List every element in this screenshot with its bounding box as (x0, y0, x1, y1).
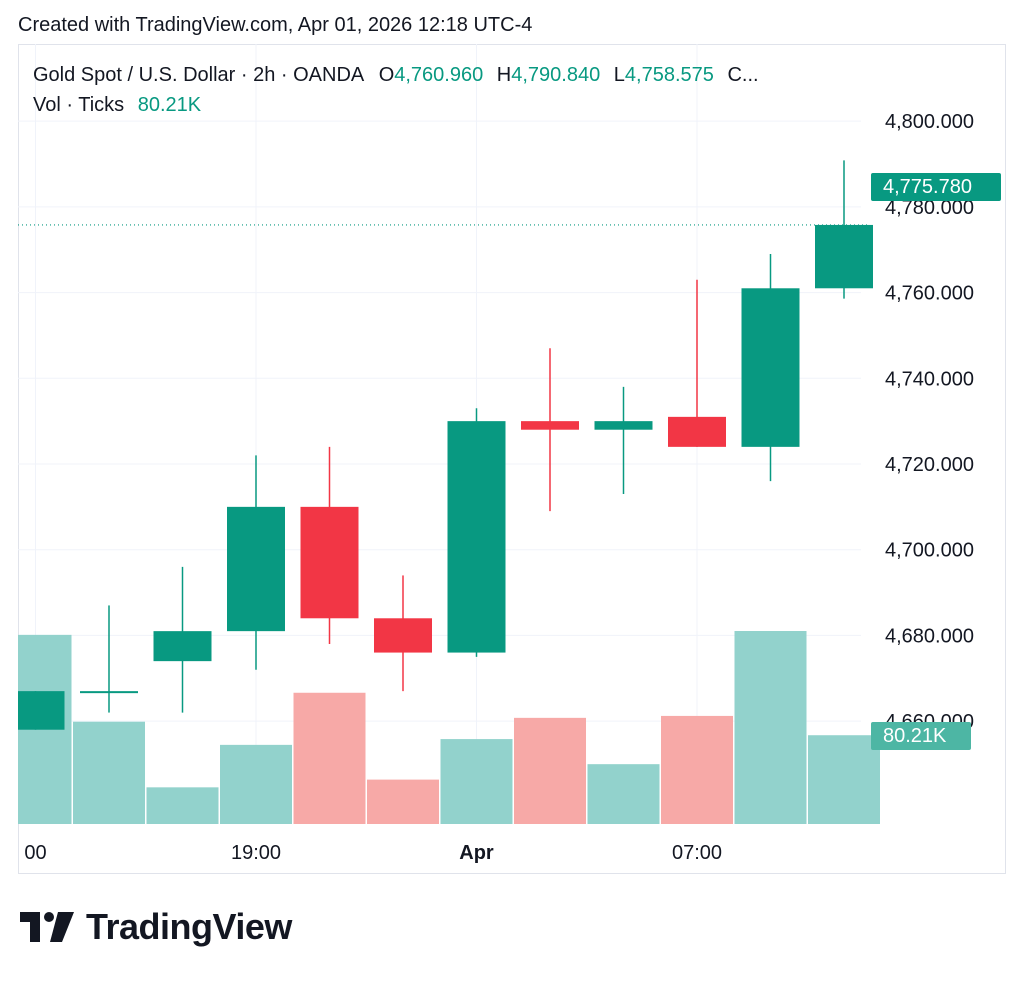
candle-body (18, 691, 65, 730)
volume-bar (220, 744, 292, 824)
created-with-text: Created with TradingView.com, Apr 01, 20… (18, 14, 533, 36)
volume-value: 80.21K (137, 94, 202, 116)
legend-symbol: Gold Spot / U.S. Dollar · 2h · OANDA (33, 64, 364, 86)
last-price-tag: 4,775.780 (871, 173, 1001, 201)
candle-body (300, 506, 359, 619)
candle-body (521, 421, 579, 430)
legend-open-value: 4,760.960 (394, 64, 484, 86)
tradingview-logo: TradingView (20, 906, 292, 948)
x-tick-label: 07:00 (672, 842, 722, 864)
candle-body (668, 416, 726, 447)
volume-bar (293, 692, 366, 824)
candlestick-chart[interactable]: 4,660.0004,680.0004,700.0004,720.0004,74… (18, 44, 1006, 874)
candle-body (815, 224, 873, 289)
y-tick-label: 4,740.000 (885, 368, 974, 390)
volume-bar (734, 631, 807, 824)
candle-body (153, 631, 212, 662)
candle-body (80, 691, 138, 694)
legend-high-value: 4,790.840 (511, 64, 601, 86)
last-volume-tag: 80.21K (871, 722, 971, 750)
candle-body (374, 618, 432, 653)
volume-bar (514, 717, 586, 824)
volume-legend: Vol · Ticks 80.21K (33, 94, 201, 117)
candle-body (447, 421, 506, 653)
x-tick-label: 19:00 (231, 842, 281, 864)
y-tick-label: 4,720.000 (885, 454, 974, 476)
candle-body (741, 288, 800, 447)
y-tick-label: 4,780.000 (885, 197, 974, 219)
y-tick-label: 4,700.000 (885, 540, 974, 562)
candle-body (227, 506, 285, 632)
volume-bar (73, 721, 145, 824)
legend-high-label: H (496, 64, 512, 86)
chart-legend: Gold Spot / U.S. Dollar · 2h · OANDA O4,… (33, 64, 759, 87)
legend-open-label: O (378, 64, 395, 86)
y-tick-label: 4,760.000 (885, 283, 974, 305)
volume-bar (440, 739, 513, 824)
volume-label: Vol · Ticks (33, 94, 125, 116)
tradingview-logo-icon (20, 912, 74, 942)
x-tick-label: 00 (24, 842, 46, 864)
legend-close-label: C... (727, 64, 759, 86)
volume-bar (661, 715, 733, 824)
volume-bar (146, 787, 219, 824)
tradingview-logo-text: TradingView (86, 906, 292, 947)
y-tick-label: 4,680.000 (885, 625, 974, 647)
volume-bar (367, 779, 439, 824)
volume-bar (587, 764, 660, 824)
candle-body (594, 421, 653, 430)
legend-low-value: 4,758.575 (624, 64, 714, 86)
legend-low-label: L (613, 64, 625, 86)
x-tick-label: Apr (459, 842, 494, 864)
chart-frame (18, 44, 1006, 874)
y-tick-label: 4,800.000 (885, 111, 974, 133)
volume-bar (808, 735, 880, 824)
